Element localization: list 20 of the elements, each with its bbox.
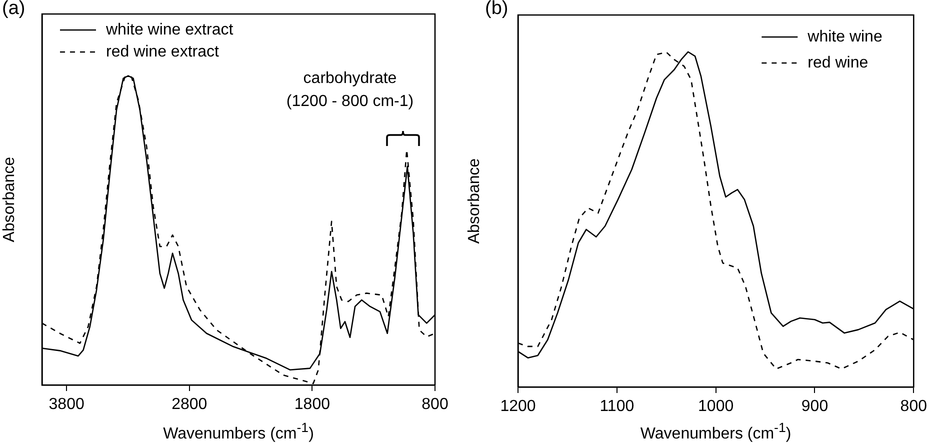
x-tick-label: 1000 [698, 398, 734, 416]
legend-label: white wine [806, 28, 882, 46]
x-tick-label: 800 [900, 398, 928, 416]
x-axis-title: Wavenumbers (cm$^{-1}$) [640, 420, 792, 444]
x-tick-label: 1800 [294, 396, 330, 414]
y-axis-title: Absorbance [466, 158, 484, 244]
x-axis-title: Wavenumbers (cm$^{-1}$) [163, 420, 314, 444]
x-tick-label: 2800 [172, 396, 208, 414]
chart-title: (a) [2, 0, 26, 20]
x-tick-label: 1200 [500, 398, 536, 416]
x-tick-label: 900 [801, 398, 828, 416]
annotation: carbohydrate (1200 - 800 cm-1) [286, 69, 414, 112]
legend-label: white wine extract [105, 21, 234, 38]
chart-title: (b) [485, 0, 508, 20]
x-tick-label: 1100 [600, 398, 634, 416]
x-tick-label: 800 [422, 396, 448, 414]
x-tick-label: 3800 [48, 396, 84, 414]
y-axis-title: Absorbance [1, 156, 18, 242]
legend-label: red wine [808, 54, 868, 72]
legend-label: red wine extract [106, 43, 220, 60]
